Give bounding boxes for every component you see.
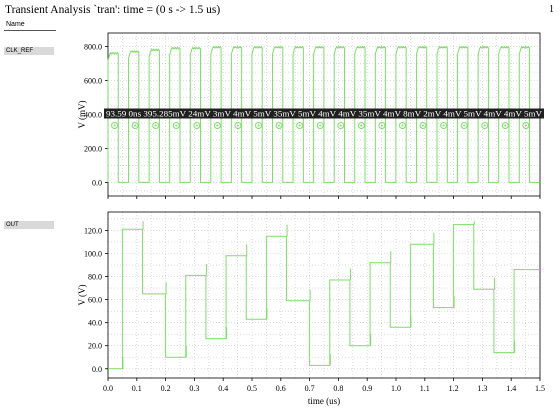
x-tick-label: 1.3: [477, 384, 487, 393]
cursor-marker-dot: [380, 124, 383, 127]
cursor-marker-dot: [278, 124, 281, 127]
cursor-marker: [275, 122, 283, 129]
cursor-marker-dot: [463, 124, 466, 127]
cursor-marker-dot: [195, 124, 198, 127]
x-tick-label: 0.9: [362, 384, 372, 393]
cursor-marker: [522, 122, 530, 129]
clk-y-tick-label: 800.0: [84, 43, 102, 52]
cursor-marker: [111, 122, 119, 129]
cursor-marker: [398, 122, 406, 129]
corner-label: 1: [549, 4, 554, 15]
cursor-marker-dot: [216, 124, 219, 127]
clk-y-tick-label: 600.0: [84, 77, 102, 86]
x-tick-label: 0.1: [132, 384, 142, 393]
cursor-marker: [152, 122, 160, 129]
cursor-marker-dot: [134, 124, 137, 127]
x-tick-label: 0.8: [333, 384, 343, 393]
cursor-marker-dot: [113, 124, 116, 127]
out-y-axis-label: V (V): [77, 284, 87, 305]
out-trace: [108, 224, 540, 370]
cursor-marker-dot: [524, 124, 527, 127]
cursor-marker: [378, 122, 386, 129]
x-tick-label: 1.2: [449, 384, 459, 393]
out-y-tick-label: 80.0: [88, 273, 102, 282]
x-tick-label: 0.6: [276, 384, 286, 393]
x-tick-label: 1.0: [391, 384, 401, 393]
out-y-tick-label: 0.0: [92, 365, 102, 374]
cursor-marker: [501, 122, 509, 129]
cursor-marker-dot: [401, 124, 404, 127]
cursor-marker: [337, 122, 345, 129]
cursor-marker: [255, 122, 263, 129]
marker-label-bar: [104, 108, 544, 119]
cursor-marker-dot: [154, 124, 157, 127]
window-title: Transient Analysis `tran': time = (0 s -…: [5, 4, 221, 16]
signal-list-header: Name: [6, 21, 25, 28]
cursor-marker: [481, 122, 489, 129]
x-tick-label: 1.5: [535, 384, 545, 393]
cursor-marker: [172, 122, 180, 129]
x-tick-label: 0.2: [161, 384, 171, 393]
cursor-marker: [234, 122, 242, 129]
clk-y-axis-label: V (mV): [77, 100, 87, 128]
cursor-marker-dot: [319, 124, 322, 127]
cursor-marker: [357, 122, 365, 129]
out-y-tick-label: 100.0: [84, 250, 102, 259]
out-grid: [107, 212, 541, 378]
cursor-marker: [419, 122, 427, 129]
out-plot-frame: [107, 211, 541, 379]
x-tick-label: 0.4: [218, 384, 228, 393]
x-tick-label: 0.7: [305, 384, 315, 393]
cursor-marker: [296, 122, 304, 129]
x-tick-label: 0.0: [103, 384, 113, 393]
cursor-marker-dot: [339, 124, 342, 127]
clk-y-tick-label: 400.0: [84, 111, 102, 120]
x-axis-label: time (us): [308, 396, 340, 406]
cursor-marker: [193, 122, 201, 129]
cursor-marker-dot: [236, 124, 239, 127]
out-y-tick-label: 120.0: [84, 226, 102, 235]
out-y-tick-label: 20.0: [88, 342, 102, 351]
cursor-marker-dot: [504, 124, 507, 127]
signal-item-clk-ref[interactable]: CLK_REF: [4, 47, 54, 55]
signal-list-divider: [4, 30, 56, 31]
cursor-marker: [460, 122, 468, 129]
x-tick-label: 1.4: [506, 384, 516, 393]
out-y-tick-label: 40.0: [88, 319, 102, 328]
x-tick-label: 0.3: [189, 384, 199, 393]
clk-y-tick-label: 200.0: [84, 144, 102, 153]
cursor-marker: [131, 122, 139, 129]
cursor-marker-dot: [298, 124, 301, 127]
x-tick-label: 1.1: [420, 384, 430, 393]
clk-ref-trace: [107, 45, 540, 183]
cursor-marker-dot: [483, 124, 486, 127]
clk-y-tick-label: 0.0: [92, 178, 102, 187]
out-y-tick-label: 60.0: [88, 296, 102, 305]
x-tick-label: 0.5: [247, 384, 257, 393]
cursor-marker: [440, 122, 448, 129]
cursor-marker-dot: [175, 124, 178, 127]
cursor-marker-dot: [257, 124, 260, 127]
signal-item-out[interactable]: OUT: [4, 221, 54, 229]
cursor-marker: [213, 122, 221, 129]
cursor-marker: [316, 122, 324, 129]
cursor-marker-dot: [360, 124, 363, 127]
cursor-marker-dot: [422, 124, 425, 127]
marker-label-text: 93.59 0ns 395.285mV 24mV 3mV 4mV 5mV 35m…: [106, 109, 543, 119]
cursor-marker-dot: [442, 124, 445, 127]
